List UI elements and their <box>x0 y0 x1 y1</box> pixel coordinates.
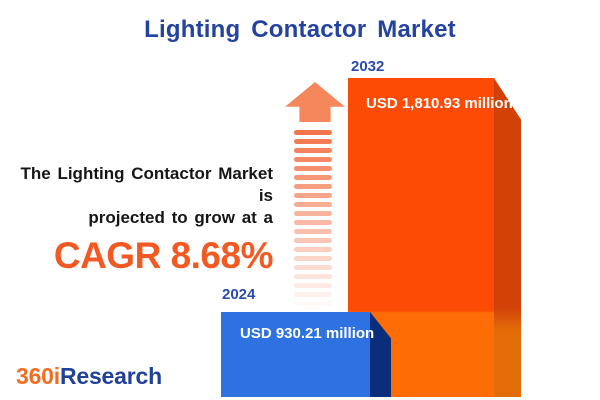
arrow-stripe <box>294 292 332 297</box>
arrow-stripe <box>294 193 332 198</box>
arrow-stripe <box>294 139 332 144</box>
logo-360i: 360i <box>16 363 60 389</box>
arrow-stripe <box>294 301 332 306</box>
arrow-stripe <box>294 184 332 189</box>
arrow-stripe <box>294 157 332 162</box>
arrow-stripe <box>294 238 332 243</box>
description-line-1: The Lighting Contactor Market is <box>20 164 274 205</box>
page-title: Lighting Contactor Market <box>144 16 456 43</box>
arrow-stripe <box>294 211 332 216</box>
bar-2032-value-label: USD 1,810.93 million <box>366 95 513 112</box>
arrow-stripe <box>294 274 332 279</box>
arrow-stripe <box>294 229 332 234</box>
logo: 360iResearch <box>16 363 162 390</box>
arrow-stripe <box>294 256 332 261</box>
logo-research: Research <box>59 363 162 389</box>
bar-year-label-2024: 2024 <box>222 286 256 303</box>
arrow-stripe <box>294 202 332 207</box>
arrow-stripe <box>294 283 332 288</box>
arrow-stripe <box>294 148 332 153</box>
bar-2024-side-face <box>370 312 391 397</box>
growth-arrow-stripes <box>294 130 332 310</box>
bar-2024-front-face <box>221 312 370 397</box>
bar-2032-side-face <box>494 78 521 397</box>
arrow-stripe <box>294 265 332 270</box>
bar-2024-value-label: USD 930.21 million <box>240 325 375 342</box>
cagr-value: CAGR 8.68% <box>53 235 274 276</box>
bar-2024: USD 930.21 million <box>221 312 391 397</box>
arrow-stripe <box>294 175 332 180</box>
growth-arrow-icon <box>285 82 345 122</box>
bar-year-label-2032: 2032 <box>351 58 385 75</box>
arrow-stripe <box>294 247 332 252</box>
description-block: The Lighting Contactor Market is project… <box>0 163 274 277</box>
arrow-stripe <box>294 130 332 135</box>
arrow-stripe <box>294 220 332 225</box>
arrow-stripe <box>294 166 332 171</box>
description-line-2: projected to grow at a <box>88 208 273 227</box>
